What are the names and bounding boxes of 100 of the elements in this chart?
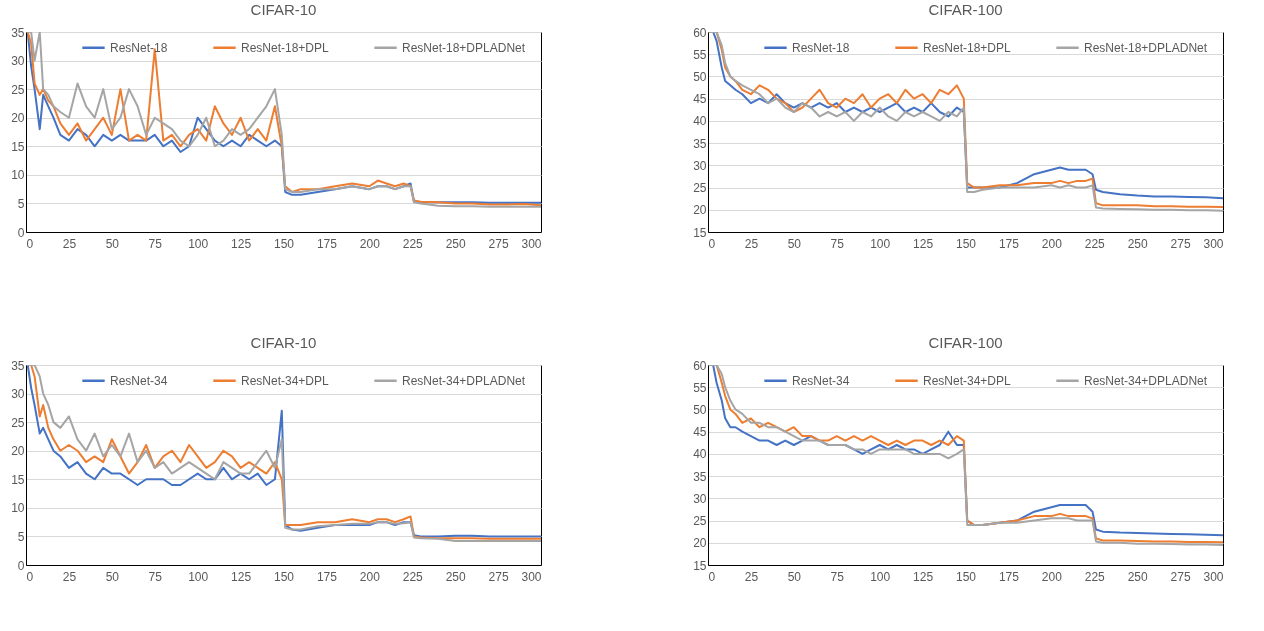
y-tick-label: 15	[11, 139, 25, 154]
y-tick-label: 50	[693, 402, 707, 417]
x-tick-label: 50	[787, 569, 802, 584]
x-tick-label: 50	[787, 236, 802, 251]
y-tick-label: 30	[11, 387, 25, 402]
x-tick-label: 175	[998, 236, 1020, 251]
y-tick-label: 55	[693, 380, 707, 395]
x-tick-label: 250	[1127, 236, 1148, 251]
x-tick-label: 300	[1203, 569, 1224, 584]
x-tick-label: 250	[445, 569, 466, 584]
chart-title: CIFAR-100	[928, 1, 1003, 18]
legend-label: ResNet-34+DPL	[241, 373, 330, 388]
y-tick-label: 20	[693, 536, 707, 551]
y-tick-label: 60	[693, 25, 707, 40]
x-tick-label: 100	[188, 569, 209, 584]
x-tick-label: 125	[913, 236, 934, 251]
x-tick-label: 100	[870, 569, 891, 584]
x-tick-label: 250	[445, 236, 466, 251]
y-tick-label: 10	[11, 168, 25, 183]
y-tick-label: 25	[11, 415, 25, 430]
y-tick-label: 30	[693, 491, 707, 506]
x-tick-label: 200	[1041, 569, 1063, 584]
x-tick-label: 100	[870, 236, 891, 251]
legend-label: ResNet-34+DPL	[923, 373, 1012, 388]
y-tick-label: 45	[693, 425, 707, 440]
y-tick-label: 50	[693, 69, 707, 84]
chart-title: CIFAR-10	[250, 334, 317, 351]
y-tick-label: 25	[11, 82, 25, 97]
x-tick-label: 125	[913, 569, 934, 584]
legend-label: ResNet-18	[110, 40, 168, 55]
x-tick-label: 275	[1170, 569, 1191, 584]
y-tick-label: 0	[17, 225, 25, 240]
legend-label: ResNet-18+DPL	[241, 40, 330, 55]
y-tick-label: 30	[693, 158, 707, 173]
y-tick-label: 35	[11, 25, 25, 40]
x-tick-label: 300	[1203, 236, 1224, 251]
legend-label: ResNet-18+DPLADNet	[1084, 40, 1208, 55]
x-tick-label: 150	[955, 569, 977, 584]
x-tick-label: 50	[105, 236, 120, 251]
y-tick-label: 20	[11, 111, 25, 126]
x-tick-label: 125	[231, 569, 252, 584]
x-tick-label: 200	[1041, 236, 1063, 251]
y-tick-label: 40	[693, 114, 707, 129]
x-tick-label: 100	[188, 236, 209, 251]
legend-label: ResNet-18+DPL	[923, 40, 1012, 55]
x-tick-label: 275	[488, 569, 509, 584]
y-tick-label: 45	[693, 92, 707, 107]
x-tick-label: 200	[359, 569, 381, 584]
x-tick-label: 300	[521, 569, 542, 584]
y-tick-label: 25	[693, 181, 707, 196]
x-tick-label: 175	[998, 569, 1020, 584]
y-tick-label: 35	[693, 469, 707, 484]
x-tick-label: 125	[231, 236, 252, 251]
x-tick-label: 300	[521, 236, 542, 251]
x-tick-label: 75	[148, 236, 163, 251]
x-tick-label: 200	[359, 236, 381, 251]
y-tick-label: 35	[11, 358, 25, 373]
x-tick-label: 225	[402, 236, 424, 251]
y-tick-label: 0	[17, 558, 25, 573]
y-tick-label: 25	[693, 514, 707, 529]
x-tick-label: 75	[830, 569, 845, 584]
y-tick-label: 5	[17, 196, 25, 211]
x-tick-label: 150	[955, 236, 977, 251]
legend-label: ResNet-34+DPLADNet	[402, 373, 526, 388]
x-tick-label: 150	[273, 236, 295, 251]
y-tick-label: 60	[693, 358, 707, 373]
x-tick-label: 75	[830, 236, 845, 251]
x-tick-label: 275	[1170, 236, 1191, 251]
x-tick-label: 175	[316, 236, 338, 251]
y-tick-label: 20	[693, 203, 707, 218]
y-tick-label: 5	[17, 529, 25, 544]
x-tick-label: 25	[62, 569, 77, 584]
x-tick-label: 25	[744, 236, 759, 251]
legend-label: ResNet-18+DPLADNet	[402, 40, 526, 55]
x-tick-label: 250	[1127, 569, 1148, 584]
y-tick-label: 15	[693, 558, 707, 573]
chart-title: CIFAR-10	[250, 1, 317, 18]
legend-label: ResNet-34	[792, 373, 850, 388]
chart-title: CIFAR-100	[928, 334, 1003, 351]
y-tick-label: 15	[11, 472, 25, 487]
x-tick-label: 175	[316, 569, 338, 584]
x-tick-label: 225	[1084, 236, 1106, 251]
x-tick-label: 25	[62, 236, 77, 251]
y-tick-label: 30	[11, 54, 25, 69]
x-tick-label: 150	[273, 569, 295, 584]
x-tick-label: 75	[148, 569, 163, 584]
y-tick-label: 20	[11, 444, 25, 459]
legend-label: ResNet-34+DPLADNet	[1084, 373, 1208, 388]
x-tick-label: 225	[402, 569, 424, 584]
x-tick-label: 225	[1084, 569, 1106, 584]
y-tick-label: 55	[693, 47, 707, 62]
legend-label: ResNet-34	[110, 373, 168, 388]
y-tick-label: 35	[693, 136, 707, 151]
x-tick-label: 275	[488, 236, 509, 251]
x-tick-label: 25	[744, 569, 759, 584]
y-tick-label: 40	[693, 447, 707, 462]
x-tick-label: 50	[105, 569, 120, 584]
legend-label: ResNet-18	[792, 40, 850, 55]
y-tick-label: 10	[11, 501, 25, 516]
y-tick-label: 15	[693, 225, 707, 240]
